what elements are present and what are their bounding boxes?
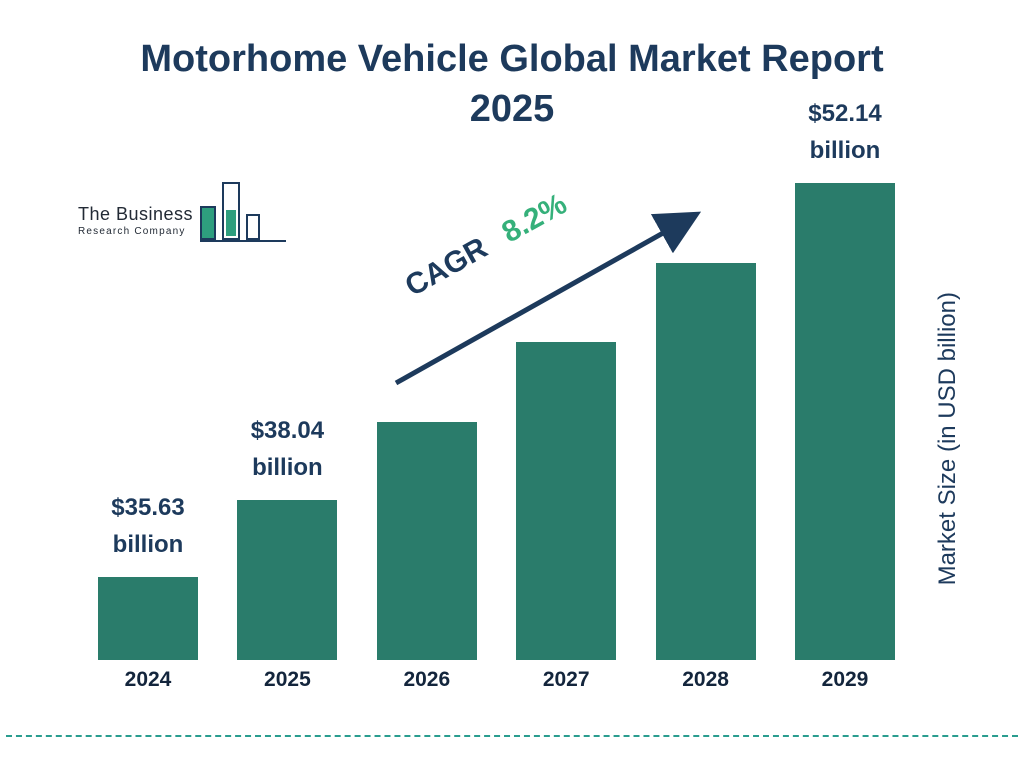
logo-name: The Business: [78, 204, 194, 224]
bar-2025: [237, 500, 338, 660]
bar-rect-2029: [795, 183, 895, 660]
x-tick-2027: 2027: [542, 668, 590, 691]
bar-2028: [655, 263, 756, 660]
value-label-2025: $38.04 billion: [250, 417, 325, 481]
y-axis-label: Market Size (in USD billion): [934, 0, 962, 768]
bar-rect-2028: [655, 263, 756, 660]
chart-title-line1: Motorhome Vehicle Global Market Report: [140, 38, 884, 80]
x-tick-2029: 2029: [821, 668, 869, 691]
bottom-dashed-divider: [6, 735, 1018, 737]
x-tick-2025: 2025: [264, 668, 311, 691]
logo-subname: Research Company: [78, 226, 186, 237]
bar-rect-2025: [237, 500, 338, 660]
bar-2027: [516, 342, 617, 660]
x-tick-2024: 2024: [124, 668, 172, 691]
cagr-label: CAGR: [399, 231, 494, 303]
bar-rect-2026: [376, 422, 477, 660]
bar-rect-2027: [516, 342, 617, 660]
bar-rect-2024: [98, 577, 198, 660]
company-logo-text: The Business Research Company: [78, 204, 193, 237]
cagr-annotation: CAGR 8.2%: [400, 187, 573, 304]
company-logo: The Business Research Company: [78, 182, 288, 248]
chart-title-line2: 2025: [469, 88, 555, 130]
value-label-2029: $52.14 billion: [808, 100, 882, 164]
y-axis-label-text: Market Size (in USD billion): [934, 292, 961, 586]
x-tick-2026: 2026: [403, 668, 451, 691]
cagr-value: 8.2%: [496, 187, 573, 250]
bar-2024: [98, 577, 198, 660]
bar-2026: [376, 422, 477, 660]
value-label-2024: $35.63 billion: [111, 494, 185, 558]
bar-2029: [795, 183, 895, 660]
x-tick-2028: 2028: [682, 668, 729, 691]
chart-title: Motorhome Vehicle Global Market Report 2…: [0, 34, 1024, 134]
logo-barchart-icon: [200, 182, 286, 244]
